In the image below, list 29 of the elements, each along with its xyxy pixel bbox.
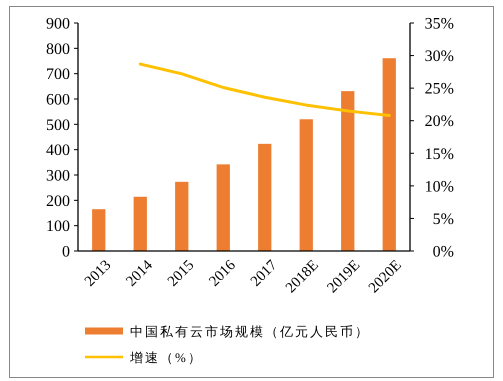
y2-tick-label: 30% [424,48,454,66]
y-tick-label: 700 [46,66,70,84]
y-tick-label: 0 [62,244,70,260]
bar [92,209,106,251]
y-tick-label: 200 [46,192,70,210]
y2-tick-label: 20% [424,113,454,130]
bar [300,119,313,251]
y2-tick-label: 10% [424,178,454,196]
y2-tick-label: 5% [432,210,454,228]
bar [258,144,272,251]
y-tick-label: 500 [46,116,70,134]
bar [175,182,188,251]
y2-tick-label: 0% [432,244,454,260]
y2-tick-label: 35% [424,16,454,32]
y-tick-label: 100 [46,218,70,236]
y-tick-label: 900 [46,16,70,32]
y-tick-label: 800 [46,40,70,58]
bar [341,91,354,251]
legend-label: 中国私有云市场规模（亿元人民币） [130,324,370,339]
y-tick-label: 600 [46,92,70,108]
legend-label: 增速（%） [129,350,203,365]
bar [382,58,396,251]
y-tick-label: 300 [46,168,70,184]
bar [134,196,147,251]
y2-tick-label: 15% [424,146,454,163]
line-series [138,62,391,118]
bar [216,164,230,251]
y2-tick-label: 25% [424,80,454,98]
y-tick-label: 400 [46,142,70,160]
